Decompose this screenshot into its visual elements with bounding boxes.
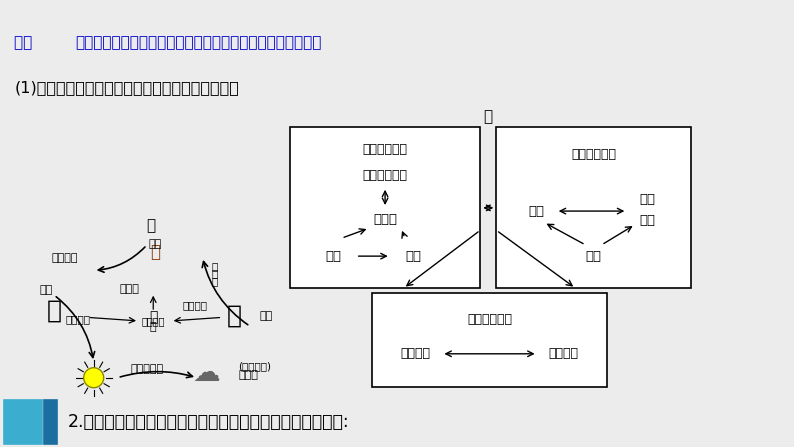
Text: (1)以上两图所体现的生态工程的原理分别是什么？: (1)以上两图所体现的生态工程的原理分别是什么？ (14, 80, 239, 95)
Text: （社会系统）: （社会系统） (571, 148, 616, 161)
Text: 👤: 👤 (149, 310, 157, 325)
Bar (4, 400, 42, 444)
Text: 作物残留: 作物残留 (182, 300, 207, 310)
Text: 🐄: 🐄 (47, 299, 61, 323)
Text: ✦: ✦ (84, 368, 103, 388)
Text: （自然系统）: （自然系统） (363, 143, 407, 156)
Text: 管理: 管理 (528, 205, 544, 218)
Bar (290, 127, 480, 288)
Text: 提示: 提示 (14, 35, 52, 50)
Text: 植物: 植物 (326, 249, 341, 263)
Text: 甲图体现的是物质循环再生原理，乙图体现的是整体性原理。: 甲图体现的是物质循环再生原理，乙图体现的是整体性原理。 (75, 35, 322, 50)
Text: 乙: 乙 (484, 109, 493, 124)
Text: 消费效益: 消费效益 (549, 347, 579, 360)
Text: （经济系统）: （经济系统） (467, 312, 512, 325)
Text: 人类食品: 人类食品 (141, 316, 165, 326)
Text: ⛰: ⛰ (150, 243, 160, 261)
Text: 甲: 甲 (146, 218, 156, 233)
Text: (雨、雪等): (雨、雪等) (238, 362, 272, 371)
Text: 政策: 政策 (585, 249, 602, 263)
Text: 饲料与垫料: 饲料与垫料 (130, 364, 164, 374)
Text: 等: 等 (211, 261, 218, 271)
Text: 气: 气 (211, 269, 218, 278)
Text: 人: 人 (150, 322, 156, 332)
Text: 沉降物: 沉降物 (238, 371, 258, 380)
Text: 土壤: 土壤 (148, 239, 161, 249)
Circle shape (83, 368, 104, 388)
Text: 人粪尿: 人粪尿 (119, 284, 140, 294)
Text: 作物: 作物 (260, 312, 273, 321)
Text: 生产成本: 生产成本 (400, 347, 430, 360)
Text: 微生物: 微生物 (373, 213, 397, 226)
Text: 动物: 动物 (405, 249, 421, 263)
Bar (372, 293, 607, 387)
Text: 非生物的因素: 非生物的因素 (363, 169, 407, 182)
Text: ☁: ☁ (193, 359, 220, 387)
Text: 沼: 沼 (211, 276, 218, 286)
Text: 牲畜粪便: 牲畜粪便 (52, 253, 79, 263)
Bar (44, 400, 57, 444)
Text: 2.如图为生态工程的相关原理示意图。请据图思考下列问题:: 2.如图为生态工程的相关原理示意图。请据图思考下列问题: (67, 413, 349, 431)
Text: 科学: 科学 (639, 214, 655, 227)
Text: 牲畜: 牲畜 (40, 285, 52, 295)
Text: 🌿: 🌿 (227, 303, 241, 327)
Text: 人类食品: 人类食品 (65, 315, 91, 325)
Bar (496, 127, 691, 288)
Text: 文化: 文化 (639, 194, 655, 207)
